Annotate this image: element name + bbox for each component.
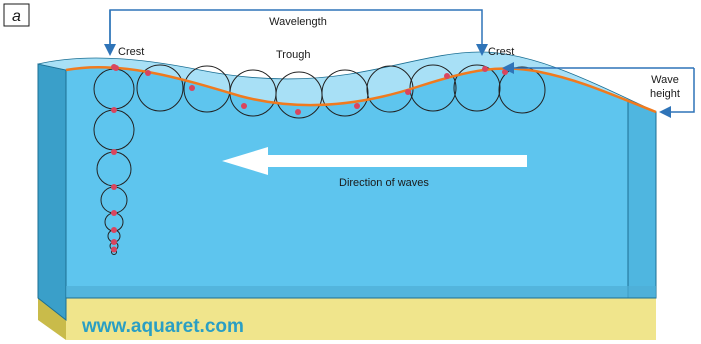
wave-height-label-line1: Wave: [651, 74, 679, 86]
particle-surface: [113, 65, 119, 71]
crest-label-right: Crest: [488, 46, 514, 58]
particle-surface: [502, 69, 508, 75]
particle-deep: [111, 107, 117, 113]
panel-letter-box: a: [3, 3, 30, 27]
wavelength-indicator: Wavelength: [104, 9, 488, 56]
particle-surface: [189, 85, 195, 91]
particle-deep: [111, 149, 117, 155]
particle-deep: [111, 246, 117, 253]
particle-surface: [354, 103, 360, 109]
panel-letter: a: [12, 8, 21, 25]
wave-height-indicator: Wave height: [502, 62, 695, 118]
particle-surface: [444, 73, 450, 79]
orbit-surface: [321, 69, 369, 117]
particle-deep: [111, 184, 117, 190]
crest-label-left: Crest: [118, 46, 144, 58]
particle-surface: [145, 70, 151, 76]
particle-surface: [241, 103, 247, 109]
particle-deep: [111, 239, 117, 245]
direction-label: Direction of waves: [339, 177, 429, 189]
particle-deep: [111, 227, 117, 233]
sand-base: [38, 298, 656, 340]
orbit-surface: [453, 64, 501, 112]
orbit-surface: [136, 64, 184, 112]
watermark-text: www.aquaret.com: [81, 316, 244, 337]
wave-height-label-line2: height: [650, 88, 680, 100]
particle-deep: [111, 210, 117, 216]
wavelength-label: Wavelength: [269, 16, 327, 28]
particle-surface: [482, 66, 488, 72]
orbit-surface: [498, 66, 546, 114]
direction-arrow: [222, 147, 527, 175]
trough-label: Trough: [276, 49, 310, 61]
particle-surface: [405, 89, 411, 95]
particle-surface: [295, 109, 301, 115]
